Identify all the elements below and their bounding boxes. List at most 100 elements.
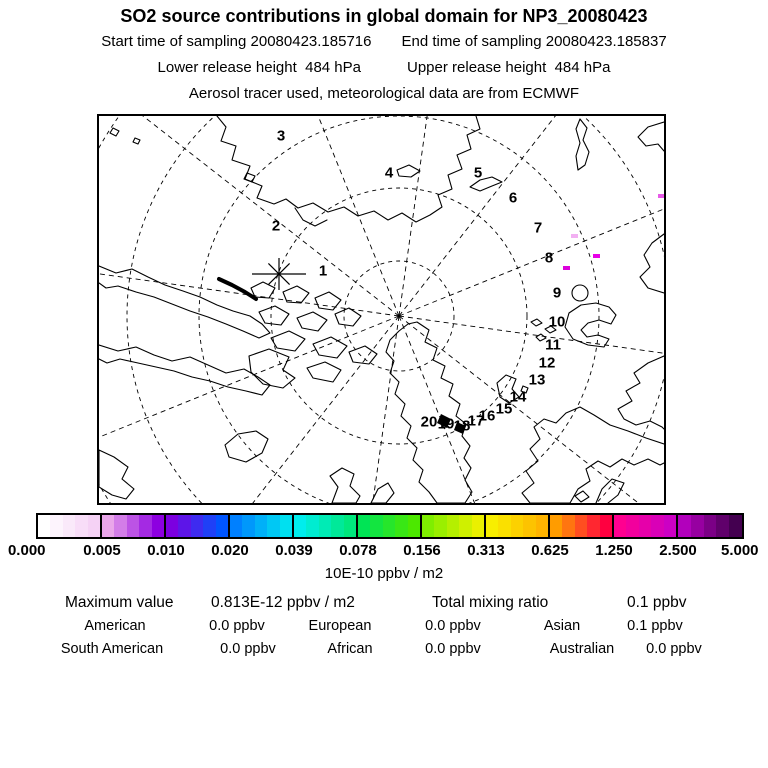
colorbar-cell [574, 515, 588, 537]
colorbar-cell [690, 515, 704, 537]
region-label: European [308, 618, 372, 634]
colorbar-segment-6 [422, 515, 486, 537]
hotspot [658, 194, 664, 198]
colorbar-cell [459, 515, 472, 537]
region-value: 0.0 ppbv [209, 618, 265, 634]
upper-release-text: Upper release height 484 hPa [407, 59, 611, 76]
colorbar-cell [178, 515, 191, 537]
colorbar-tick-label: 0.005 [83, 542, 121, 559]
trajectory-day-label: 8 [545, 250, 553, 267]
colorbar-cell [703, 515, 717, 537]
colorbar-tick-label: 0.020 [211, 542, 249, 559]
colorbar-cell [395, 515, 408, 537]
colorbar-tick-label: 0.078 [339, 542, 377, 559]
colorbar-segment-4 [294, 515, 358, 537]
colorbar-segment-3 [230, 515, 294, 537]
colorbar-cell [230, 515, 243, 537]
lower-release-text: Lower release height 484 hPa [157, 59, 361, 76]
colorbar-cell [370, 515, 383, 537]
colorbar-cell [215, 515, 229, 537]
trajectory-day-label: 2 [272, 218, 280, 235]
colorbar-cell [382, 515, 396, 537]
colorbar-cell [139, 515, 152, 537]
colorbar-cell [523, 515, 536, 537]
colorbar-cell [87, 515, 101, 537]
colorbar-segment-2 [166, 515, 230, 537]
colorbar-cell [510, 515, 524, 537]
colorbar-tick-label: 0.000 [7, 542, 46, 559]
trajectory-day-label: 4 [385, 165, 394, 182]
trajectory-day-label: 1 [319, 263, 327, 280]
tracer-note-line: Aerosol tracer used, meteorological data… [0, 85, 768, 102]
colorbar-cell [407, 515, 421, 537]
colorbar-tick-label: 0.039 [275, 542, 313, 559]
end-time-text: End time of sampling 20080423.185837 [401, 33, 667, 50]
colorbar-segment-10 [678, 515, 742, 537]
trajectory-day-label: 13 [529, 372, 546, 389]
colorbar-segment-5 [358, 515, 422, 537]
colorbar-cell [114, 515, 127, 537]
colorbar-cell [151, 515, 165, 537]
colorbar-cell [550, 515, 563, 537]
colorbar-segment-7 [486, 515, 550, 537]
trajectory-day-label: 11 [545, 337, 561, 354]
colorbar-cell [446, 515, 460, 537]
region-value: 0.0 ppbv [646, 641, 702, 657]
region-value: 0.0 ppbv [425, 641, 481, 657]
colorbar [36, 513, 744, 539]
region-value: 0.0 ppbv [425, 618, 481, 634]
trajectory-day-label: 18 [454, 418, 471, 435]
colorbar-cell [599, 515, 613, 537]
colorbar-cell [434, 515, 447, 537]
maximum-value-text: 0.813E-12 ppbv / m2 [211, 594, 355, 611]
region-value: 0.0 ppbv [220, 641, 276, 657]
colorbar-segment-8 [550, 515, 614, 537]
trajectory-day-label: 20 [421, 414, 438, 431]
release-heights-line: Lower release height 484 hPa Upper relea… [0, 59, 768, 76]
colorbar-cell [318, 515, 332, 537]
graticule-meridians [99, 116, 664, 503]
start-time-text: Start time of sampling 20080423.185716 [101, 33, 372, 50]
trajectory-day-label: 3 [277, 128, 285, 145]
region-label: American [84, 618, 146, 634]
region-label: Australian [549, 641, 615, 657]
colorbar-cell [242, 515, 255, 537]
colorbar-cell [166, 515, 179, 537]
colorbar-cell [498, 515, 511, 537]
trajectory-day-label: 16 [479, 408, 496, 425]
colorbar-cell [203, 515, 216, 537]
colorbar-units-label: 10E-10 ppbv / m2 [324, 565, 444, 582]
colorbar-tick-label: 0.010 [147, 542, 185, 559]
colorbar-cell [294, 515, 307, 537]
colorbar-cell [486, 515, 499, 537]
colorbar-cell [626, 515, 639, 537]
colorbar-cell [716, 515, 730, 537]
colorbar-cell [267, 515, 280, 537]
colorbar-cell [587, 515, 600, 537]
region-label: Asian [543, 618, 581, 634]
colorbar-cell [471, 515, 485, 537]
region-value: 0.1 ppbv [627, 618, 683, 634]
colorbar-cell [126, 515, 140, 537]
colorbar-cell [102, 515, 115, 537]
trajectory-day-label: 12 [539, 355, 556, 372]
hotspot [593, 254, 600, 258]
release-marker-icon [252, 258, 306, 290]
colorbar-tick-label: 0.625 [531, 542, 569, 559]
trajectory-day-label: 9 [553, 285, 561, 302]
colorbar-tick-label: 0.156 [403, 542, 441, 559]
coastlines [99, 116, 664, 503]
hotspot [563, 266, 570, 270]
colorbar-cell [279, 515, 293, 537]
hotspot [571, 234, 578, 238]
colorbar-cell [75, 515, 88, 537]
colorbar-cell [663, 515, 677, 537]
colorbar-cell [331, 515, 344, 537]
maximum-value-label: Maximum value [65, 594, 174, 611]
colorbar-cell [50, 515, 63, 537]
colorbar-tick-label: 1.250 [595, 542, 633, 559]
colorbar-cell [651, 515, 664, 537]
